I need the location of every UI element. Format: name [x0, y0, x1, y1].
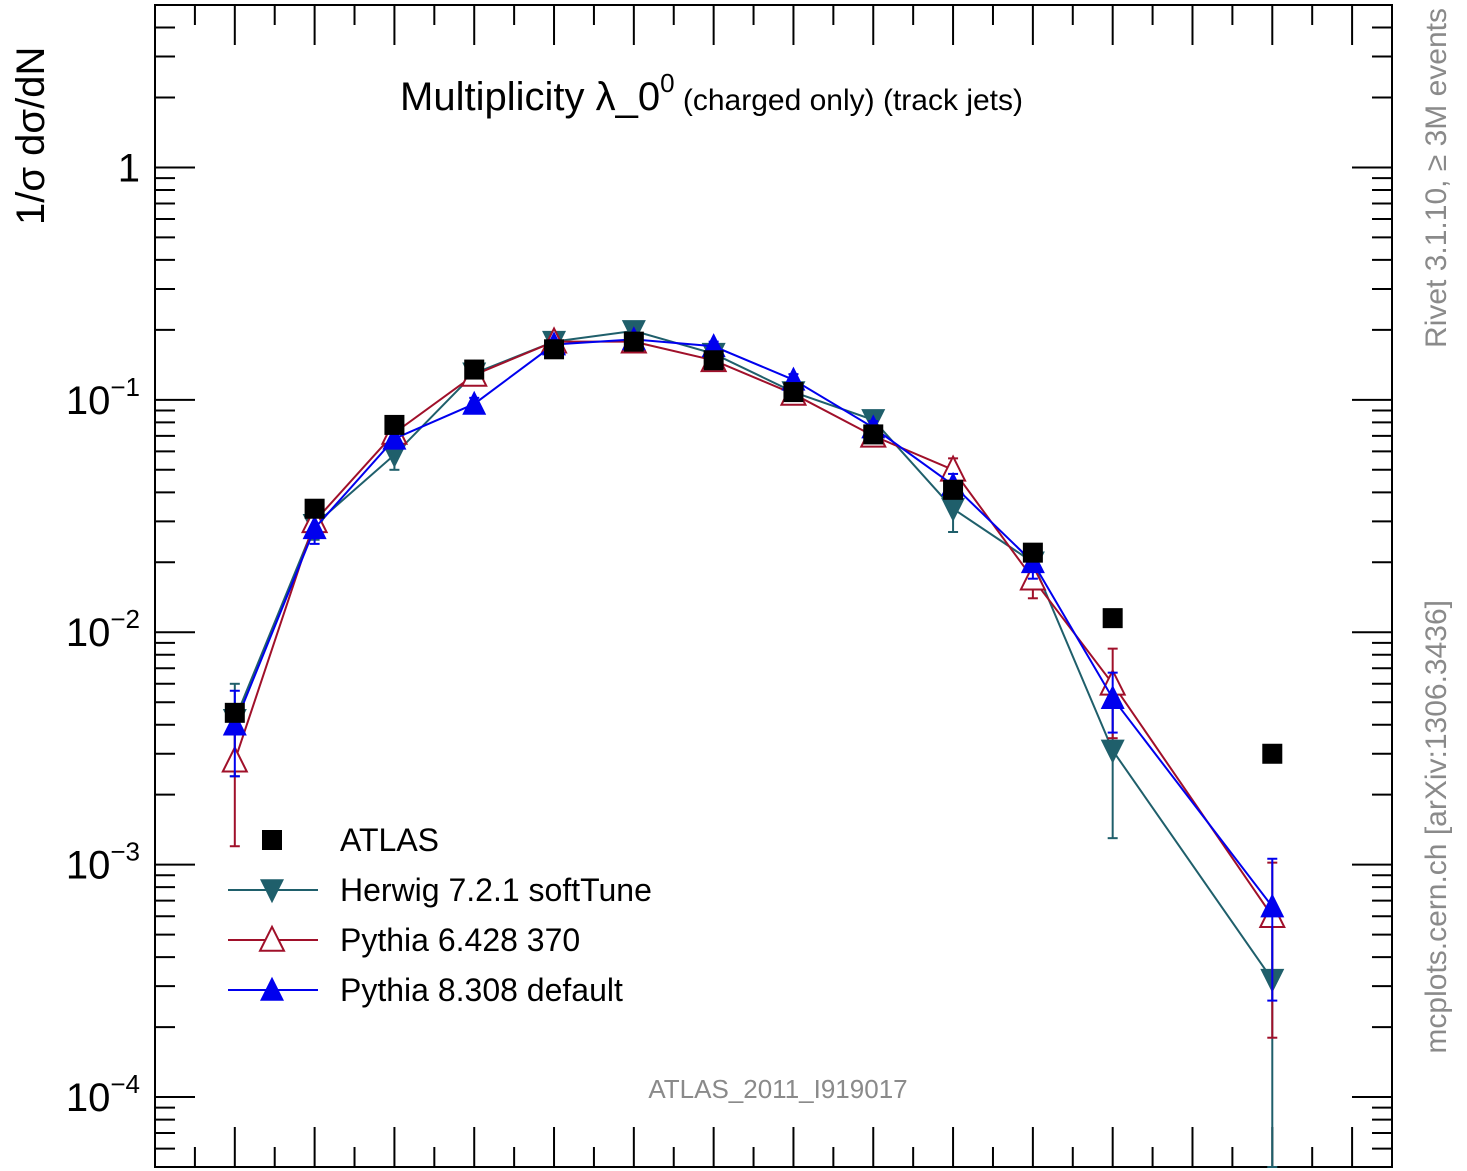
legend-label: Pythia 8.308 default	[340, 972, 623, 1008]
x-axis-ticks	[154, 5, 1393, 1167]
data-point	[302, 515, 327, 540]
legend-item: Pythia 6.428 370	[228, 922, 580, 958]
data-point	[382, 425, 407, 450]
data-point	[464, 359, 485, 380]
series-atlas	[224, 331, 1283, 764]
y-tick-exponent: −1	[110, 372, 140, 402]
title-superscript: 0	[660, 68, 674, 98]
legend-marker	[260, 976, 284, 1001]
data-point	[1022, 542, 1043, 563]
y-tick-exponent: −3	[110, 837, 140, 867]
data-point	[703, 350, 724, 371]
y-tick-base: 10	[66, 1076, 111, 1120]
data-point	[462, 390, 487, 415]
legend-marker	[262, 830, 282, 850]
data-point	[941, 497, 966, 522]
y-axis-ticks	[155, 4, 1392, 1168]
data-point	[544, 339, 565, 360]
data-point	[863, 424, 884, 445]
legend: ATLAS Herwig 7.2.1 softTune Pythia 6.428 3…	[228, 822, 652, 1008]
data-point	[1100, 739, 1125, 764]
y-tick-base: 10	[66, 379, 111, 423]
legend-item: ATLAS	[262, 822, 439, 858]
title-suffix: (charged only) (track jets)	[675, 84, 1023, 117]
y-tick-label: 10−3	[66, 837, 140, 888]
y-tick-exponent: −4	[110, 1069, 140, 1099]
side-text-bottom: mcplots.cern.ch [arXiv:1306.3436]	[1420, 600, 1453, 1054]
y-tick-label: 10−4	[66, 1069, 140, 1120]
watermark: ATLAS_2011_I919017	[648, 1074, 907, 1104]
y-tick-label: 10−2	[66, 604, 140, 655]
y-axis-tick-labels: 110−110−210−310−4	[66, 146, 140, 1120]
data-point	[943, 479, 964, 500]
data-point	[304, 498, 325, 519]
data-point	[384, 414, 405, 435]
title-main: Multiplicity λ_0	[400, 75, 660, 119]
data-point	[1262, 743, 1283, 764]
legend-label: ATLAS	[340, 822, 439, 858]
y-tick-base: 10	[66, 611, 111, 655]
plot-frame	[154, 4, 1393, 1168]
data-point	[623, 331, 644, 352]
legend-label: Pythia 6.428 370	[340, 922, 580, 958]
data-point	[224, 702, 245, 723]
side-text-top: Rivet 3.1.10, ≥ 3M events	[1420, 8, 1453, 348]
legend-item: Pythia 8.308 default	[228, 972, 623, 1008]
legend-marker	[258, 924, 286, 952]
data-point	[382, 444, 407, 469]
y-tick-exponent: −2	[110, 604, 140, 634]
legend-item: Herwig 7.2.1 softTune	[228, 872, 652, 908]
data-point	[222, 711, 247, 736]
data-point	[1102, 608, 1123, 629]
y-tick-label: 1	[118, 146, 140, 190]
y-tick-base: 10	[66, 844, 111, 888]
chart-title: Multiplicity λ_00 (charged only) (track …	[400, 68, 1023, 119]
y-tick-label: 10−1	[66, 372, 140, 423]
data-point	[783, 382, 804, 403]
legend-label: Herwig 7.2.1 softTune	[340, 872, 652, 908]
legend-marker	[260, 879, 284, 904]
series-layer	[221, 320, 1286, 1168]
data-point	[1260, 893, 1285, 918]
y-axis-label: 1/σ dσ/dN	[9, 47, 53, 225]
data-point	[1100, 685, 1125, 710]
y-tick-base: 1	[118, 146, 140, 190]
